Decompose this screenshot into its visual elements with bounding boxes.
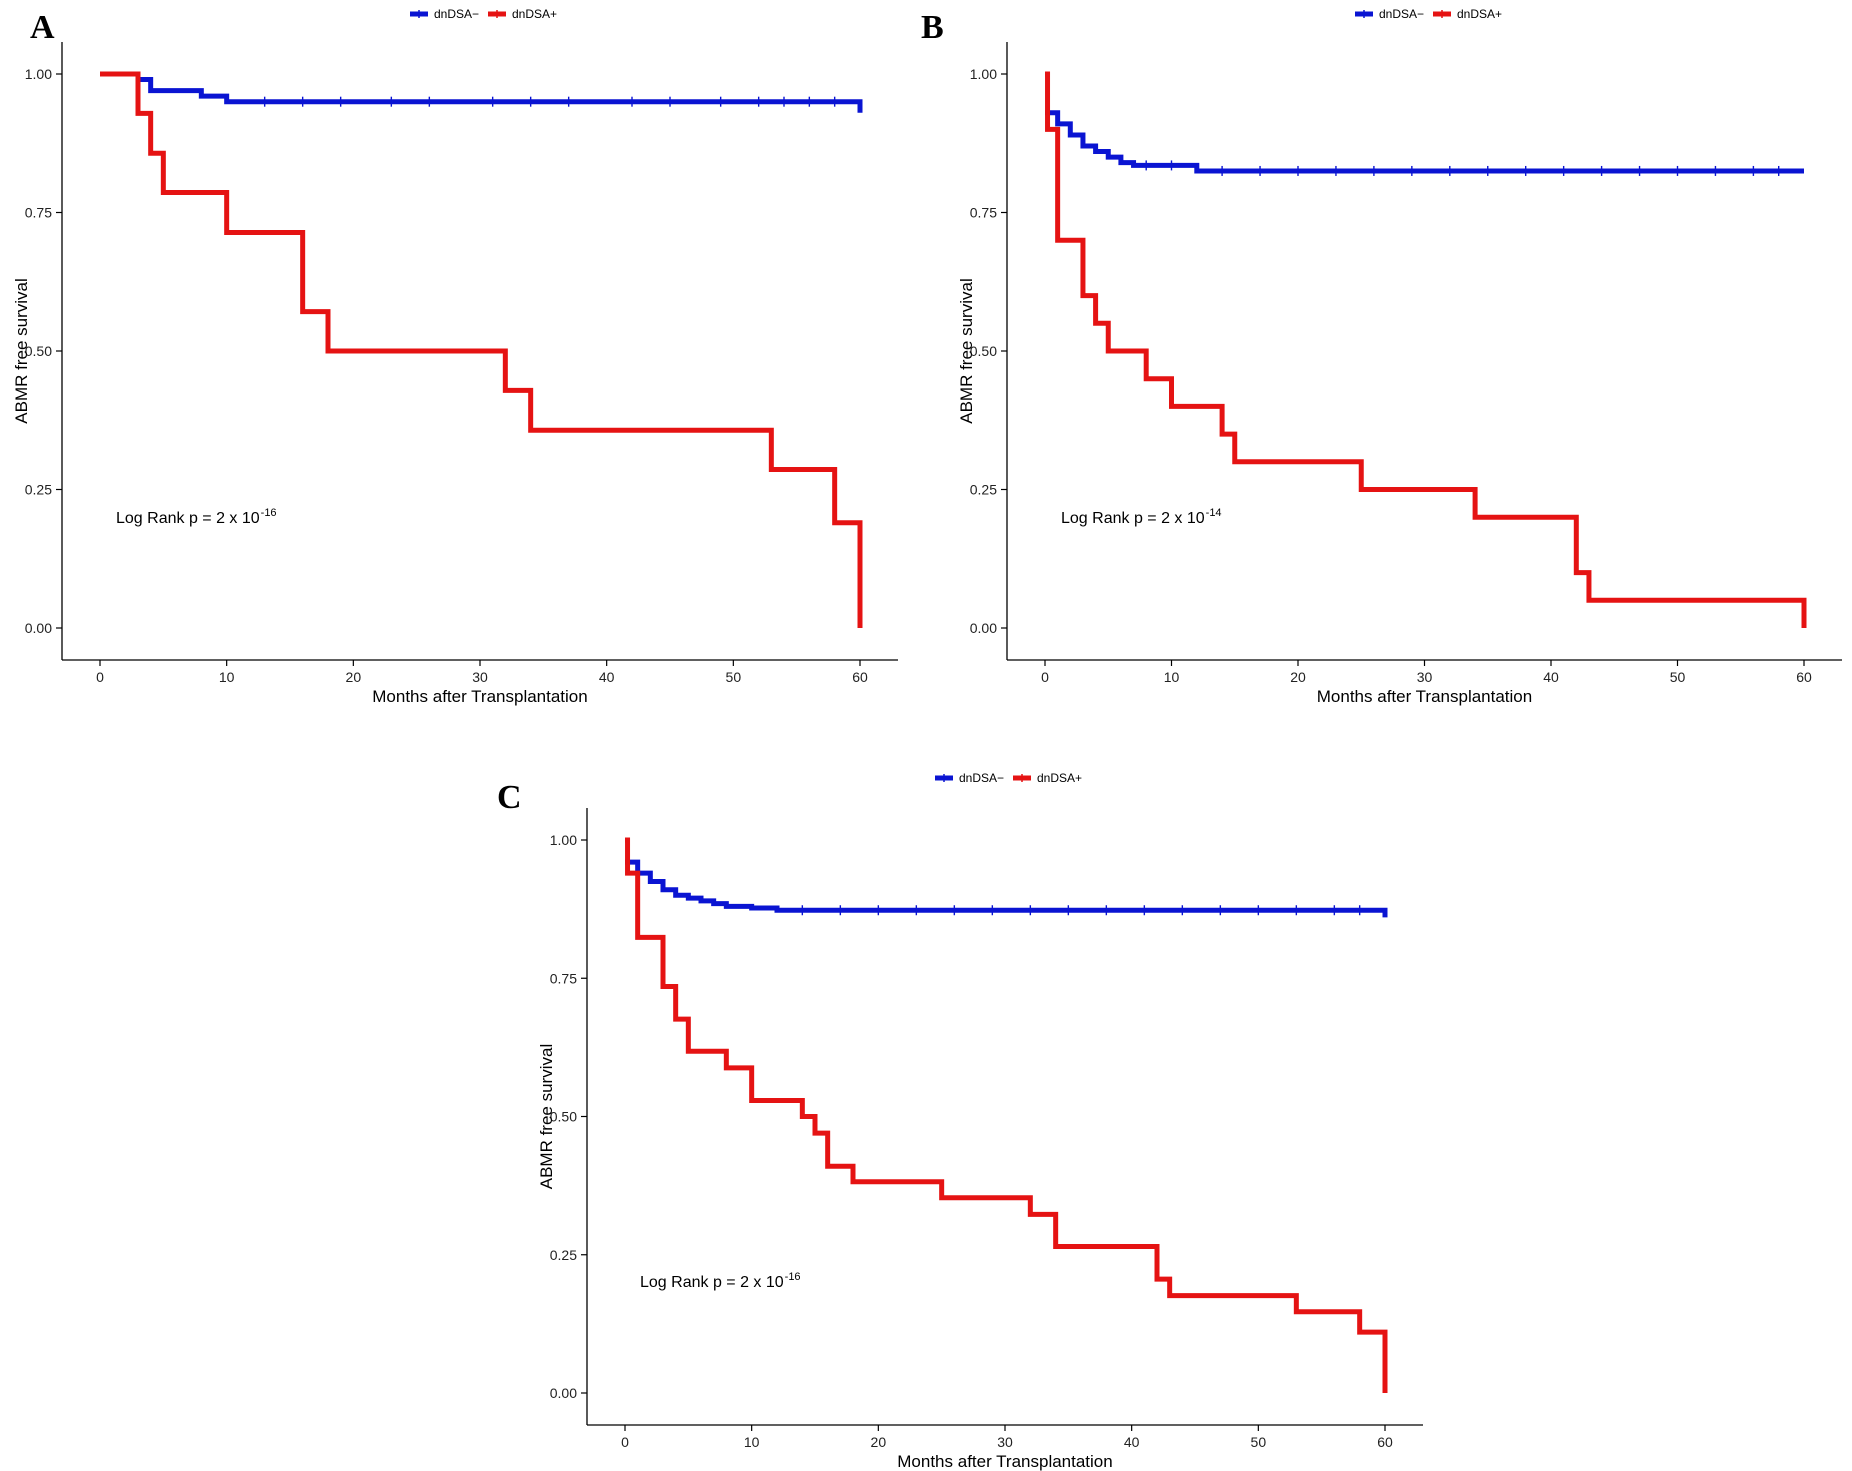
x-tick-label: 60 bbox=[1377, 1434, 1393, 1450]
y-tick-label: 1.00 bbox=[970, 66, 997, 82]
legend-label: dnDSA− bbox=[959, 771, 1004, 785]
y-tick-label: 0.50 bbox=[25, 343, 52, 359]
x-tick-label: 50 bbox=[1670, 669, 1686, 685]
series-dndsa-negative bbox=[625, 859, 1388, 918]
series-dndsa-positive bbox=[100, 71, 863, 628]
y-tick-label: 0.75 bbox=[25, 205, 52, 221]
survival-step-line bbox=[625, 837, 1388, 1393]
series-dndsa-negative bbox=[100, 71, 863, 113]
x-axis-title: Months after Transplantation bbox=[897, 1452, 1112, 1471]
legend-label: dnDSA+ bbox=[1457, 7, 1502, 21]
legend-item: dnDSA+ bbox=[488, 7, 557, 21]
y-axis-title: ABMR free survival bbox=[957, 278, 976, 423]
x-tick-label: 0 bbox=[621, 1434, 629, 1450]
x-tick-label: 60 bbox=[852, 669, 868, 685]
legend-label: dnDSA− bbox=[434, 7, 479, 21]
x-axis-title: Months after Transplantation bbox=[1317, 687, 1532, 706]
panel-c: C 0 10 20 30 40 50 60 0.00 0.25 0.50 0.75 1.00 Months… bbox=[497, 771, 1423, 1471]
y-tick-label: 1.00 bbox=[550, 832, 577, 848]
survival-step-line bbox=[625, 859, 1388, 918]
y-tick-label: 0.75 bbox=[970, 205, 997, 221]
y-tick-label: 0.00 bbox=[550, 1385, 577, 1401]
legend-label: dnDSA− bbox=[1379, 7, 1424, 21]
x-tick-label: 10 bbox=[744, 1434, 760, 1450]
survival-step-line bbox=[100, 71, 863, 113]
legend-label: dnDSA+ bbox=[1037, 771, 1082, 785]
y-tick-label: 0.25 bbox=[970, 482, 997, 498]
y-axis-title: ABMR free survival bbox=[537, 1044, 556, 1189]
log-rank-annotation: Log Rank p = 2 x 10-14 bbox=[1061, 507, 1222, 527]
legend-item: dnDSA+ bbox=[1013, 771, 1082, 785]
x-tick-label: 30 bbox=[1417, 669, 1433, 685]
y-tick-label: 0.25 bbox=[25, 482, 52, 498]
y-tick-label: 0.50 bbox=[550, 1109, 577, 1125]
x-axis-title: Months after Transplantation bbox=[372, 687, 587, 706]
y-tick-label: 0.25 bbox=[550, 1247, 577, 1263]
x-tick-label: 50 bbox=[726, 669, 742, 685]
x-tick-label: 60 bbox=[1796, 669, 1812, 685]
x-tick-label: 0 bbox=[1041, 669, 1049, 685]
x-tick-label: 10 bbox=[1164, 669, 1180, 685]
panel-letter: A bbox=[30, 9, 55, 46]
log-rank-annotation: Log Rank p = 2 x 10-16 bbox=[116, 507, 277, 527]
y-tick-label: 0.75 bbox=[550, 970, 577, 986]
legend-item: dnDSA+ bbox=[1433, 7, 1502, 21]
y-tick-label: 0.00 bbox=[970, 620, 997, 636]
panel-letter: B bbox=[921, 9, 944, 46]
panel-letter: C bbox=[497, 779, 522, 816]
y-axis-title: ABMR free survival bbox=[12, 278, 31, 423]
survival-step-line bbox=[100, 71, 863, 628]
x-tick-label: 20 bbox=[871, 1434, 887, 1450]
x-tick-label: 30 bbox=[472, 669, 488, 685]
x-tick-label: 20 bbox=[1290, 669, 1306, 685]
log-rank-exponent: -16 bbox=[785, 1271, 801, 1283]
x-tick-label: 30 bbox=[997, 1434, 1013, 1450]
x-tick-label: 40 bbox=[599, 669, 615, 685]
legend-label: dnDSA+ bbox=[512, 7, 557, 21]
legend-item: dnDSA− bbox=[410, 7, 479, 21]
x-tick-label: 50 bbox=[1251, 1434, 1267, 1450]
x-tick-label: 40 bbox=[1543, 669, 1559, 685]
x-tick-label: 40 bbox=[1124, 1434, 1140, 1450]
legend-item: dnDSA− bbox=[935, 771, 1004, 785]
log-rank-annotation: Log Rank p = 2 x 10-16 bbox=[640, 1271, 801, 1291]
series-dndsa-positive bbox=[1045, 71, 1807, 628]
x-tick-label: 20 bbox=[346, 669, 362, 685]
panel-a: A 0 10 20 30 40 50 60 0.00 0.25 0.50 0.75 1.00 Months… bbox=[12, 7, 898, 706]
log-rank-exponent: -16 bbox=[261, 507, 277, 519]
log-rank-exponent: -14 bbox=[1206, 507, 1222, 519]
series-dndsa-positive bbox=[625, 837, 1388, 1393]
series-dndsa-negative bbox=[1045, 110, 1804, 176]
survival-step-line bbox=[1045, 110, 1804, 174]
panel-b: B 0 10 20 30 40 50 60 0.00 0.25 0.50 0.75 1.00 Months… bbox=[921, 7, 1842, 706]
survival-step-line bbox=[1045, 71, 1807, 628]
legend-item: dnDSA− bbox=[1355, 7, 1424, 21]
y-tick-label: 1.00 bbox=[25, 66, 52, 82]
y-tick-label: 0.00 bbox=[25, 620, 52, 636]
x-tick-label: 0 bbox=[96, 669, 104, 685]
y-tick-label: 0.50 bbox=[970, 343, 997, 359]
x-tick-label: 10 bbox=[219, 669, 235, 685]
